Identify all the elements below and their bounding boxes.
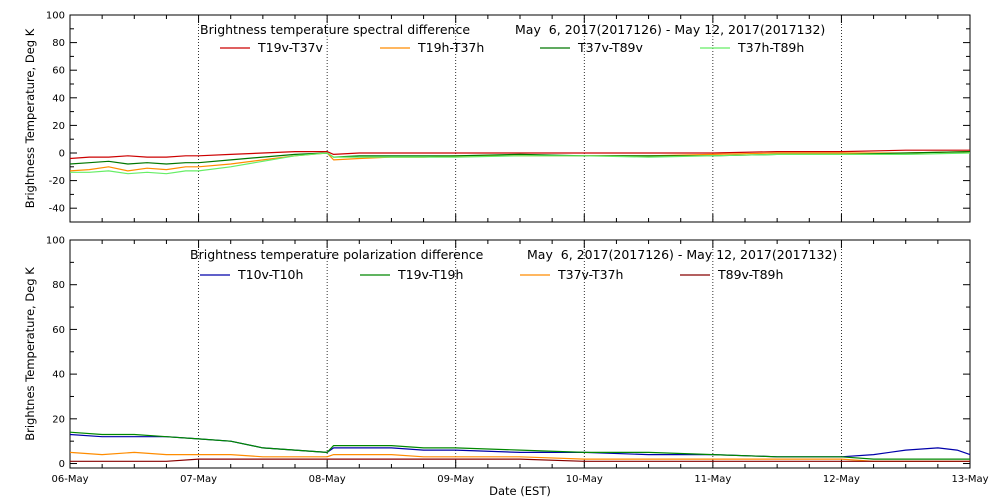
x-axis-label: Date (EST) <box>489 484 551 498</box>
y-tick-label: 40 <box>52 93 65 104</box>
legend-label: T37v-T89v <box>577 40 644 55</box>
legend-label: T19v-T19h <box>397 267 463 282</box>
series-line-t19v-t19h <box>69 431 970 460</box>
y-tick-label: 40 <box>52 370 65 381</box>
plot-frame <box>69 14 971 223</box>
x-tick-label: 11-May <box>694 474 731 485</box>
legend: T10v-T10h T19v-T19h T37v-T37h T89v-T89h <box>200 267 783 282</box>
y-tick-label: 100 <box>46 236 65 247</box>
plot-frame <box>69 239 971 469</box>
y-tick-label: 0 <box>59 459 65 470</box>
x-tick-label: 07-May <box>180 474 217 485</box>
chart-title: Brightness temperature spectral differen… <box>200 22 470 37</box>
series-line-t37h-t89h <box>70 152 971 175</box>
series-lines <box>69 431 971 462</box>
spectral-difference-panel: -40 -20 0 20 40 60 80 100 Brightness temperatur… <box>23 11 971 223</box>
y-tick-label: 80 <box>52 38 65 49</box>
legend-label: T19h-T37h <box>417 40 484 55</box>
y-tick-label: 80 <box>52 280 65 291</box>
y-tick-label: -20 <box>49 176 65 187</box>
chart-date-range: May 6, 2017(2017126) - May 12, 2017(2017… <box>515 22 825 37</box>
polarization-difference-panel: 0 20 40 60 80 100 06-May 07-May 08-May 09-May 10-… <box>23 236 989 499</box>
y-axis-label: Brightness Temperature, Deg K <box>23 28 37 208</box>
y-tick-label: 60 <box>52 66 65 77</box>
legend: T19v-T37v T19h-T37h T37v-T89v T37h-T89h <box>220 40 804 55</box>
legend-label: T37v-T37h <box>557 267 623 282</box>
y-axis: 0 20 40 60 80 100 <box>46 236 970 470</box>
x-tick-label: 06-May <box>51 474 88 485</box>
legend-label: T37h-T89h <box>737 40 804 55</box>
chart-title: Brightness temperature polarization diff… <box>190 247 484 262</box>
series-line-t89v-t89h <box>70 458 970 462</box>
y-tick-label: 20 <box>52 121 65 132</box>
y-axis: -40 -20 0 20 40 60 80 100 <box>46 11 970 223</box>
y-tick-label: 60 <box>52 325 65 336</box>
legend-label: T19v-T37v <box>257 40 324 55</box>
series-line-t10v-t10h <box>69 433 971 458</box>
x-tick-label: 09-May <box>437 474 474 485</box>
series-line-t19v-t37v <box>69 149 970 160</box>
vertical-gridlines <box>198 240 842 468</box>
y-tick-label: 100 <box>46 11 65 22</box>
x-tick-label: 12-May <box>823 474 860 485</box>
y-axis-label: Brightnes Temperature, Deg K <box>23 267 37 441</box>
series-line-t19h-t37h <box>69 151 971 172</box>
y-tick-label: -40 <box>49 204 65 215</box>
y-tick-label: 0 <box>59 149 65 160</box>
legend-label: T10v-T10h <box>237 267 303 282</box>
x-tick-label: 13-May <box>951 474 988 485</box>
x-axis <box>69 15 971 222</box>
y-tick-label: 20 <box>52 414 65 425</box>
x-tick-label: 08-May <box>309 474 346 485</box>
series-lines <box>69 149 971 175</box>
x-tick-label: 10-May <box>566 474 603 485</box>
chart-date-range: May 6, 2017(2017126) - May 12, 2017(2017… <box>527 247 837 262</box>
legend-label: T89v-T89h <box>717 267 783 282</box>
x-axis: 06-May 07-May 08-May 09-May 10-May 11-May 12-M… <box>51 240 989 485</box>
